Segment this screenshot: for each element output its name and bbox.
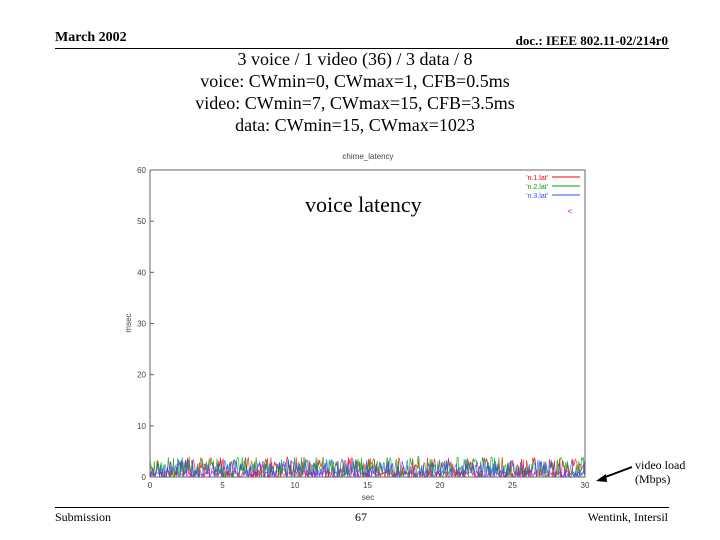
footer-rule	[55, 507, 669, 508]
annotation-arrow	[596, 466, 633, 482]
header-rule	[55, 48, 669, 49]
header-doc-id: doc.: IEEE 802.11-02/214r0	[515, 33, 668, 48]
x-tick-label-4: 20	[436, 481, 445, 490]
y-axis: 0 10 20 30 40 50 60	[137, 166, 154, 482]
legend-label-3: 'n.3.lat'	[526, 193, 548, 200]
y-tick-label-2: 20	[137, 371, 146, 380]
extra-mark: <	[568, 207, 573, 216]
x-tick-label-5: 25	[508, 481, 517, 490]
slide-title: 3 voice / 1 video (36) / 3 data / 8 voic…	[150, 48, 560, 136]
x-axis-label: sec	[362, 493, 374, 502]
series-line-3	[149, 459, 586, 479]
chart-title: chime_latency	[342, 152, 393, 161]
x-tick-label-0: 0	[148, 481, 153, 490]
title-line-1: 3 voice / 1 video (36) / 3 data / 8	[237, 49, 473, 69]
video-load-line-2: (Mbps)	[635, 472, 671, 486]
y-tick-label-1: 10	[137, 422, 146, 431]
y-tick-label-6: 60	[137, 166, 146, 175]
y-tick-label-4: 40	[137, 268, 146, 277]
footer-submission: Submission	[55, 510, 112, 524]
x-tick-label-1: 5	[220, 481, 225, 490]
series-lines	[149, 456, 586, 479]
extra-point: <	[568, 207, 573, 216]
footer-page-number: 67	[355, 510, 367, 524]
video-load-note: video load (Mbps)	[635, 458, 705, 486]
title-line-3: video: CWmin=7, CWmax=15, CFB=3.5ms	[195, 93, 515, 113]
legend: 'n.1.lat' 'n.2.lat' 'n.3.lat'	[526, 175, 580, 200]
title-line-2: voice: CWmin=0, CWmax=1, CFB=0.5ms	[200, 71, 510, 91]
y-tick-label-3: 30	[137, 320, 146, 329]
y-tick-label-0: 0	[142, 473, 147, 482]
x-tick-label-3: 15	[363, 481, 372, 490]
title-line-4: data: CWmin=15, CWmax=1023	[235, 115, 475, 135]
header-date: March 2002	[55, 30, 127, 45]
y-axis-label: msec	[124, 313, 133, 332]
footer-author: Wentink, Intersil	[587, 510, 668, 524]
legend-label-2: 'n.2.lat'	[526, 184, 548, 191]
video-load-line-1: video load	[635, 458, 686, 472]
x-tick-label-2: 10	[291, 481, 300, 490]
x-tick-label-6: 30	[581, 481, 590, 490]
y-tick-label-5: 50	[137, 217, 146, 226]
legend-label-1: 'n.1.lat'	[526, 175, 548, 182]
voice-latency-label: voice latency	[305, 192, 422, 217]
